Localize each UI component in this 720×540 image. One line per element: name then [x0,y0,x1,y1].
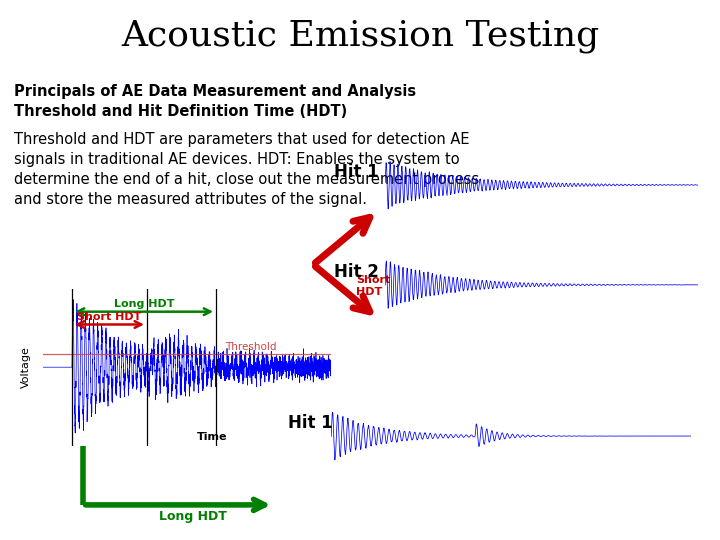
Text: Long HDT: Long HDT [158,510,227,523]
Text: Short
HDT: Short HDT [356,275,391,297]
Text: Acoustic Emission Testing: Acoustic Emission Testing [121,19,599,53]
Text: Voltage: Voltage [21,346,31,388]
Text: Hit 1: Hit 1 [288,414,333,433]
Text: Long HDT: Long HDT [114,299,174,309]
Text: Time: Time [197,432,228,442]
Text: Threshold: Threshold [225,341,276,352]
Text: Hit 2: Hit 2 [334,263,379,281]
Text: Short HDT: Short HDT [77,312,142,322]
Text: Principals of AE Data Measurement and Analysis
Threshold and Hit Definition Time: Principals of AE Data Measurement and An… [14,84,417,118]
Text: Threshold and HDT are parameters that used for detection AE
signals in tradition: Threshold and HDT are parameters that us… [14,132,480,207]
Text: Hit 1: Hit 1 [334,163,379,181]
